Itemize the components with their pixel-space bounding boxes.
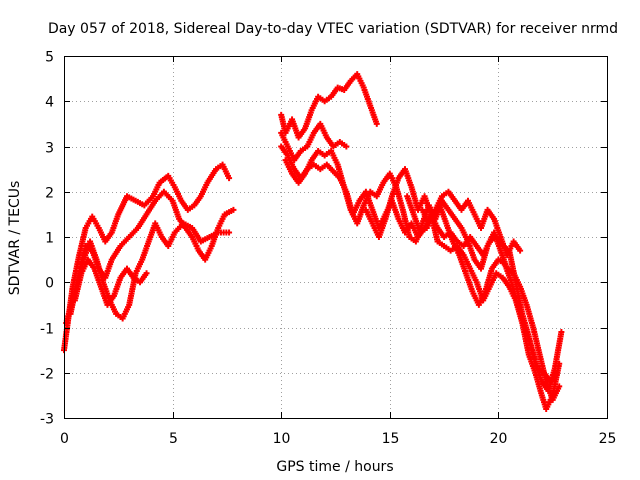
series-track-e [278, 71, 380, 141]
data-point [558, 329, 565, 336]
data-point [226, 175, 233, 182]
x-tick-label: 20 [490, 431, 508, 447]
data-point [517, 247, 524, 254]
data-point [143, 270, 150, 277]
y-tick-label: 0 [45, 276, 54, 292]
series-track-h [282, 148, 563, 403]
axes: 0 5 10 15 20 25 -3 -2 -1 0 1 2 3 4 5 [40, 50, 616, 448]
y-tick-label: 4 [45, 95, 54, 111]
data-point [230, 206, 237, 213]
grid [64, 56, 607, 418]
y-tick-label: -3 [40, 412, 54, 428]
data-point [373, 120, 380, 127]
series-track-d [71, 256, 150, 308]
x-tick-label: 5 [169, 431, 178, 447]
chart-title: Day 057 of 2018, Sidereal Day-to-day VTE… [48, 21, 618, 37]
data-point [226, 229, 233, 236]
series-track-k [419, 188, 524, 259]
y-tick-label: 3 [45, 141, 54, 157]
y-tick-label: 2 [45, 186, 54, 202]
x-tick-label: 10 [273, 431, 291, 447]
series-track-g [278, 143, 565, 394]
data-point [343, 143, 350, 150]
y-tick-label: 1 [45, 231, 54, 247]
series-track-i [362, 166, 563, 412]
x-tick-label: 25 [599, 431, 617, 447]
x-tick-label: 0 [60, 431, 69, 447]
data-point [554, 369, 561, 376]
y-axis-label: SDTVAR / TECUs [7, 181, 23, 296]
series-track-c [67, 220, 233, 322]
x-tick-label: 15 [382, 431, 400, 447]
data-point [556, 360, 563, 367]
series-track-b [63, 188, 237, 326]
y-tick-label: 5 [45, 50, 54, 66]
x-axis-label: GPS time / hours [276, 459, 393, 475]
y-tick-label: -2 [40, 367, 54, 383]
y-tick-label: -1 [40, 322, 54, 338]
data-series [61, 71, 565, 412]
series-track-f [278, 120, 350, 164]
